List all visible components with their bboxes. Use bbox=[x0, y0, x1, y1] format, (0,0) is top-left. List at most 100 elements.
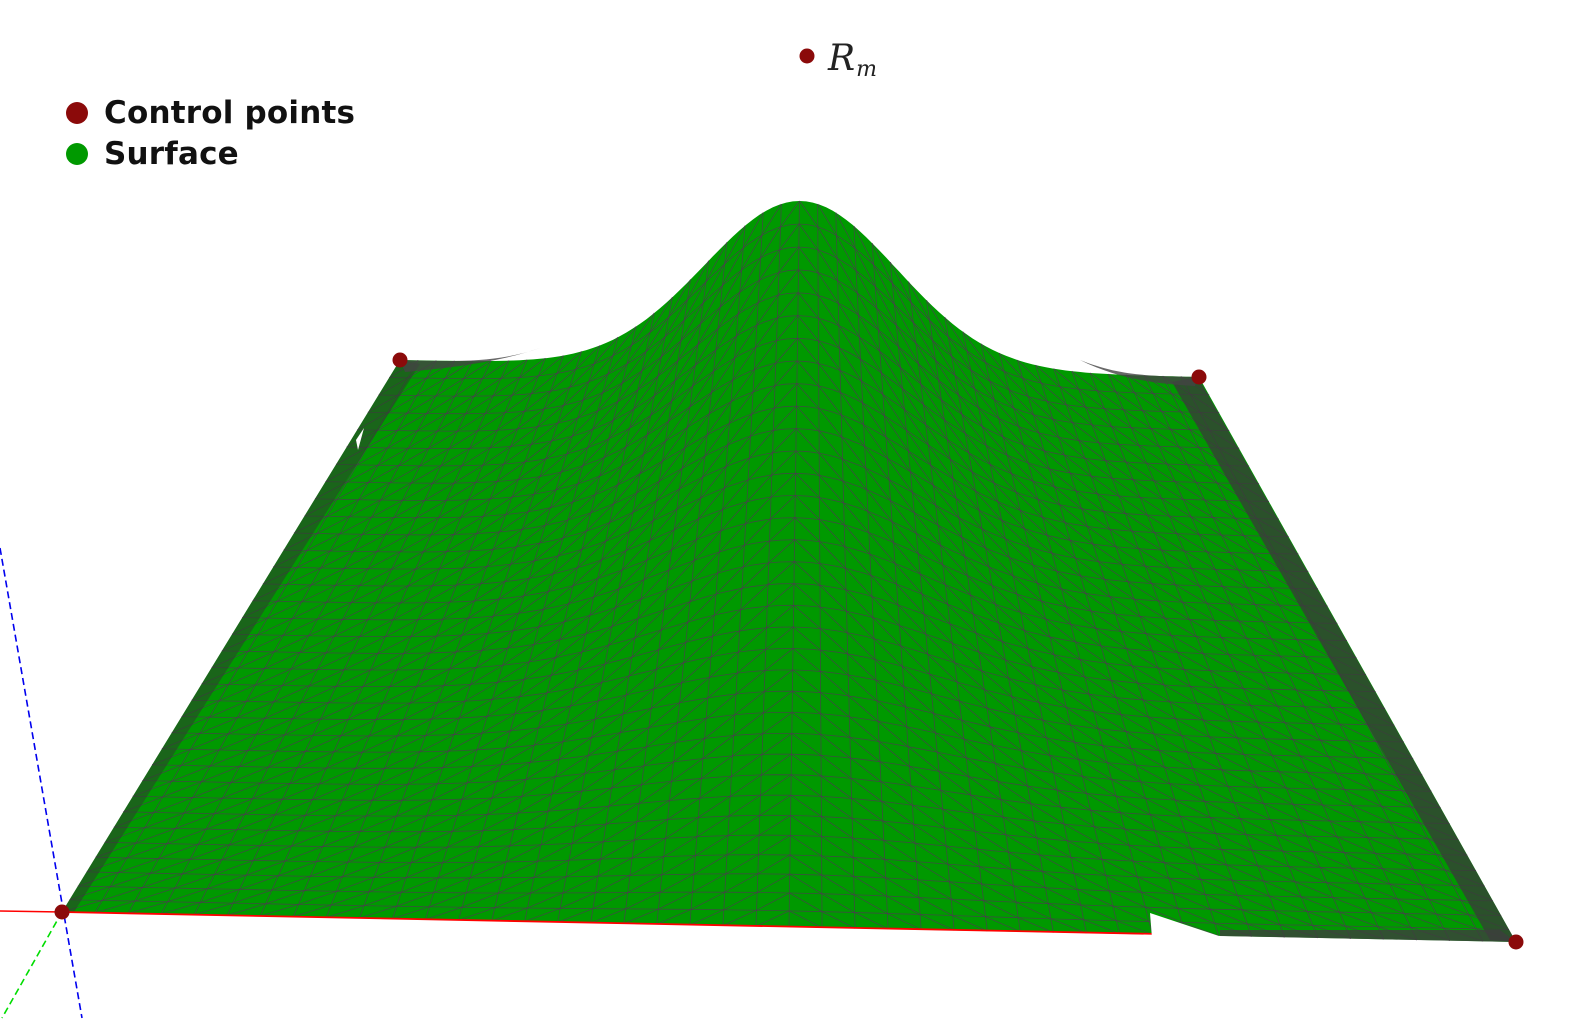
mesh-diagonal-line bbox=[1304, 706, 1340, 725]
mesh-diagonal-line bbox=[974, 388, 999, 419]
mesh-diagonal-line bbox=[683, 635, 713, 663]
mesh-diagonal-line bbox=[968, 452, 995, 484]
mesh-diagonal-line bbox=[503, 444, 532, 465]
mesh-diagonal-line bbox=[1130, 748, 1165, 768]
mesh-diagonal-line bbox=[336, 482, 369, 500]
mesh-diagonal-line bbox=[607, 345, 632, 375]
mesh-diagonal-line bbox=[1008, 677, 1040, 703]
mesh-diagonal-line bbox=[702, 263, 725, 303]
legend-item-surface: Surface bbox=[66, 133, 355, 174]
mesh-diagonal-line bbox=[353, 831, 391, 848]
mesh-diagonal-line bbox=[1168, 515, 1200, 535]
mesh-diagonal-line bbox=[725, 854, 759, 875]
mesh-diagonal-line bbox=[821, 855, 854, 877]
mesh-diagonal-line bbox=[511, 476, 541, 498]
mesh-diagonal-line bbox=[1145, 633, 1178, 653]
mesh-diagonal-line bbox=[475, 463, 505, 483]
mesh-diagonal-line bbox=[913, 512, 941, 546]
mesh-diagonal-line bbox=[1008, 851, 1043, 872]
mesh-diagonal-line bbox=[865, 467, 891, 501]
mesh-diagonal-line bbox=[1013, 885, 1049, 904]
mesh-diagonal-line bbox=[1358, 882, 1398, 900]
mesh-diagonal-line bbox=[600, 839, 635, 860]
mesh-diagonal-line bbox=[1277, 705, 1313, 724]
mesh-diagonal-line bbox=[962, 331, 986, 363]
mesh-diagonal-line bbox=[961, 414, 987, 446]
mesh-diagonal-line bbox=[228, 717, 266, 735]
mesh-diagonal-line bbox=[582, 438, 609, 466]
mesh-diagonal-line bbox=[712, 609, 742, 637]
mesh-diagonal-line bbox=[937, 524, 965, 557]
mesh-diagonal-line bbox=[862, 402, 887, 438]
mesh-diagonal-line bbox=[980, 343, 1005, 372]
mesh-diagonal-line bbox=[1182, 601, 1215, 621]
mesh-diagonal-line bbox=[1137, 876, 1174, 894]
mesh-diagonal-line bbox=[478, 829, 514, 847]
mesh-diagonal-line bbox=[214, 798, 253, 815]
mesh-diagonal-line bbox=[1373, 789, 1412, 808]
mesh-diagonal-line bbox=[459, 698, 493, 719]
mesh-diagonal-line bbox=[1269, 895, 1308, 912]
mesh-diagonal-line bbox=[727, 413, 753, 446]
mesh-diagonal-line bbox=[316, 846, 355, 862]
mesh-diagonal-line bbox=[351, 585, 385, 603]
mesh-diagonal-line bbox=[693, 854, 728, 875]
mesh-diagonal-line bbox=[1198, 784, 1235, 803]
mesh-diagonal-line bbox=[423, 534, 454, 553]
mesh-diagonal-line bbox=[992, 744, 1025, 769]
mesh-diagonal-line bbox=[974, 830, 1009, 853]
mesh-diagonal-line bbox=[566, 429, 594, 455]
mesh-diagonal-line bbox=[1199, 585, 1231, 605]
mesh-diagonal-line bbox=[729, 391, 754, 424]
mesh-diagonal-line bbox=[968, 776, 1001, 800]
mesh-diagonal-line bbox=[601, 656, 633, 683]
mesh-diagonal-line bbox=[856, 292, 879, 331]
mesh-diagonal-line bbox=[1080, 904, 1117, 922]
mesh-diagonal-line bbox=[646, 722, 678, 748]
mesh-diagonal-line bbox=[581, 626, 613, 653]
mesh-diagonal-line bbox=[437, 766, 473, 785]
mesh-diagonal-line bbox=[818, 317, 840, 349]
mesh-diagonal-line bbox=[933, 713, 965, 740]
mesh-diagonal-line bbox=[1332, 897, 1372, 914]
mesh-diagonal-line bbox=[1313, 851, 1352, 869]
mesh-diagonal-line bbox=[821, 911, 856, 929]
mesh-diagonal-line bbox=[707, 672, 738, 699]
mesh-diagonal-line bbox=[1237, 894, 1275, 912]
mesh-diagonal-line bbox=[896, 325, 919, 364]
mesh-diagonal-line bbox=[348, 702, 384, 720]
mesh-diagonal-line bbox=[410, 685, 444, 704]
mesh-diagonal-line bbox=[1190, 847, 1227, 866]
mesh-diagonal-line bbox=[1032, 480, 1060, 506]
mesh-diagonal-line bbox=[1226, 864, 1264, 882]
mesh-diagonal-line bbox=[617, 370, 643, 402]
mesh-diagonal-line bbox=[438, 862, 475, 879]
mesh-diagonal-line bbox=[874, 659, 905, 687]
mesh-diagonal-line bbox=[127, 901, 168, 914]
mesh-diagonal-line bbox=[368, 465, 400, 483]
mesh-diagonal-line bbox=[1245, 834, 1283, 852]
mesh-diagonal-line bbox=[1107, 373, 1135, 394]
mesh-diagonal-line bbox=[504, 393, 532, 414]
mesh-diagonal-line bbox=[1174, 799, 1211, 818]
mesh-diagonal-line bbox=[328, 686, 364, 704]
mesh-diagonal-line bbox=[1213, 619, 1247, 639]
mesh-diagonal-line bbox=[1105, 874, 1142, 893]
mesh-diagonal-line bbox=[453, 464, 484, 484]
mesh-diagonal-line bbox=[1045, 887, 1081, 906]
mesh-diagonal-line bbox=[998, 418, 1024, 446]
mesh-diagonal-line bbox=[524, 440, 552, 463]
mesh-diagonal-line bbox=[988, 566, 1018, 595]
mesh-diagonal-line bbox=[429, 892, 467, 908]
mesh-diagonal-line bbox=[820, 734, 851, 759]
mesh-diagonal-line bbox=[340, 719, 377, 737]
mesh-diagonal-line bbox=[917, 553, 946, 585]
mesh-diagonal-line bbox=[1271, 638, 1306, 657]
mesh-diagonal-line bbox=[796, 360, 820, 387]
mesh-diagonal-line bbox=[1105, 460, 1134, 481]
mesh-diagonal-line bbox=[1140, 781, 1176, 801]
mesh-diagonal-line bbox=[713, 335, 737, 372]
mesh-diagonal-line bbox=[356, 447, 388, 466]
mesh-diagonal-line bbox=[563, 381, 589, 406]
mesh-diagonal-line bbox=[854, 248, 876, 287]
